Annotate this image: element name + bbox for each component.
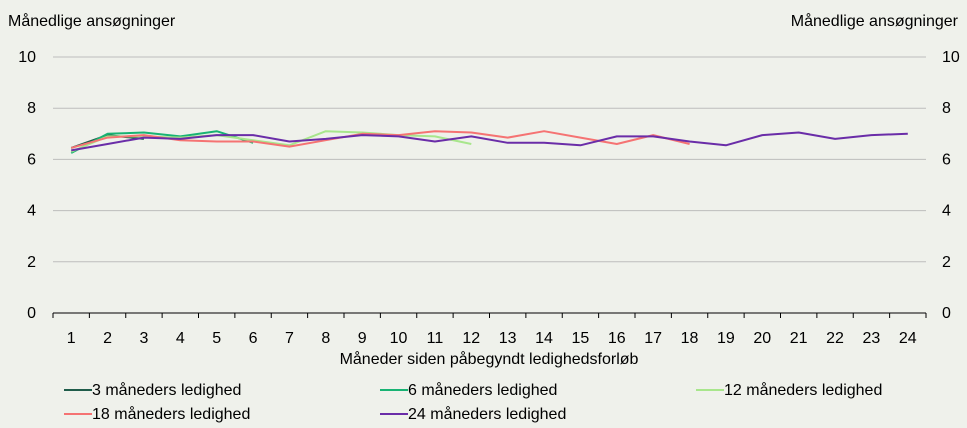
legend-label: 3 måneders ledighed <box>92 381 241 399</box>
y-left-tick-label: 0 <box>27 305 36 322</box>
y-left-tick-label: 10 <box>18 49 36 66</box>
x-tick-label: 17 <box>644 330 662 347</box>
x-tick-label: 4 <box>176 330 185 347</box>
tick-labels: 0 02 24 46 68 810 101 2 3 4 5 6 7 8 9 10 11 12 13 14 15 16 17 1… <box>18 49 960 347</box>
y-right-tick-label: 10 <box>942 49 960 66</box>
x-tick-label: 7 <box>285 330 294 347</box>
x-tick-label: 12 <box>462 330 480 347</box>
x-tick-label: 18 <box>681 330 699 347</box>
x-tick-label: 5 <box>212 330 221 347</box>
legend-label: 24 måneders ledighed <box>408 405 566 423</box>
y-left-tick-label: 8 <box>27 100 36 117</box>
x-tick-label: 24 <box>899 330 917 347</box>
x-tick-label: 22 <box>826 330 844 347</box>
legend-label: 18 måneders ledighed <box>92 405 250 423</box>
grid-lines <box>53 56 926 314</box>
y-right-tick-label: 6 <box>942 151 951 168</box>
x-tick-label: 11 <box>427 330 444 347</box>
y-right-tick-label: 2 <box>942 254 951 271</box>
y-right-tick-label: 0 <box>942 305 951 322</box>
legend-label: 12 måneders ledighed <box>724 381 882 399</box>
x-tick-label: 21 <box>790 330 808 347</box>
x-tick-label: 8 <box>321 330 330 347</box>
y-right-tick-label: 4 <box>942 203 951 220</box>
series-line-5 <box>71 131 908 152</box>
x-tick-label: 13 <box>499 330 517 347</box>
y-left-tick-label: 4 <box>27 203 36 220</box>
series-line-2 <box>70 130 254 154</box>
x-tick-label: 6 <box>249 330 258 347</box>
x-tick-label: 2 <box>103 330 112 347</box>
x-tick-label: 3 <box>139 330 148 347</box>
x-tick-label: 19 <box>717 330 735 347</box>
y-right-axis-title: Månedlige ansøgninger <box>791 12 959 30</box>
x-tick-label: 14 <box>535 330 553 347</box>
x-tick-label: 1 <box>67 330 76 347</box>
y-left-axis-title: Månedlige ansøgninger <box>8 12 176 30</box>
x-tick-label: 10 <box>390 330 408 347</box>
y-left-tick-label: 6 <box>27 151 36 168</box>
x-axis-title: Måneder siden påbegyndt ledighedsforløb <box>340 350 639 368</box>
x-tick-label: 23 <box>863 330 881 347</box>
legend: 3 måneders ledighed 6 måneders ledighed 12… <box>64 381 882 423</box>
legend-label: 6 måneders ledighed <box>408 381 557 399</box>
x-tick-label: 9 <box>358 330 367 347</box>
series-lines <box>70 130 908 154</box>
y-right-tick-label: 8 <box>942 100 951 117</box>
x-tick-label: 15 <box>572 330 590 347</box>
x-tick-label: 20 <box>753 330 771 347</box>
y-left-tick-label: 2 <box>27 254 36 271</box>
x-tick-label: 16 <box>608 330 626 347</box>
